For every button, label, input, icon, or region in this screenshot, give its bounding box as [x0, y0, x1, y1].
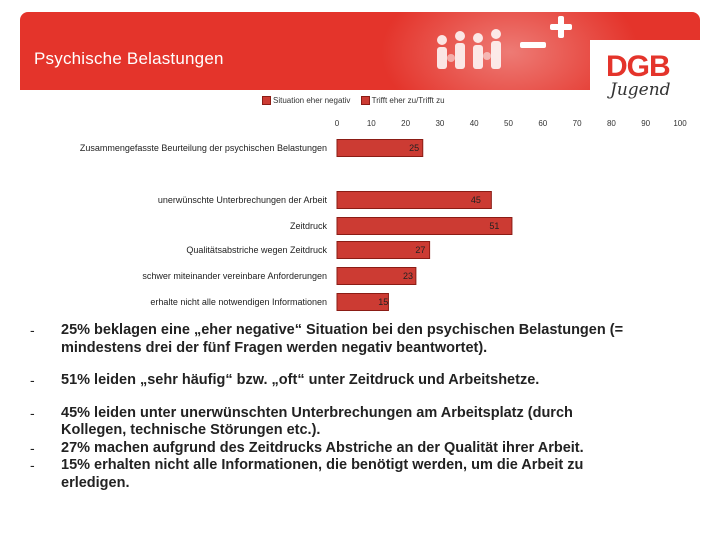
x-tick-label: 60	[538, 119, 547, 128]
dgb-jugend-logo: DGB Jugend	[590, 40, 700, 110]
data-label: 45	[471, 195, 481, 205]
bullet-dash: -	[30, 439, 35, 456]
bullet-line: erledigen.	[61, 474, 130, 491]
bullet-text: 51% leiden „sehr häufig“ bzw. „oft“ unte…	[61, 372, 700, 390]
x-tick-label: 0	[335, 119, 340, 128]
legend-label: Situation eher negativ	[273, 96, 351, 105]
bullet-text: 27% machen aufgrund des Zeitdrucks Abstr…	[61, 440, 700, 458]
legend-swatch	[360, 96, 370, 106]
x-tick-label: 50	[504, 119, 513, 128]
legend-swatch	[262, 96, 271, 106]
bullet-text: 15% erhalten nicht alle Informationen, d…	[61, 457, 700, 492]
data-label: 27	[415, 245, 425, 255]
data-label: 15	[378, 297, 388, 307]
bullet-line: 51% leiden „sehr häufig“ bzw. „oft“ unte…	[61, 372, 540, 388]
bullet-line: Kollegen, technische Störungen etc.).	[61, 422, 321, 438]
category-label: unerwünschte Unterbrechungen der Arbeit	[158, 195, 328, 205]
bullet-line: 45% leiden unter unerwünschten Unterbrec…	[61, 404, 573, 421]
x-tick-label: 100	[673, 119, 687, 128]
bar	[336, 139, 424, 157]
bullet-line: 25% beklagen eine „eher negative“ Situat…	[61, 322, 624, 338]
legend-item-trifft-zu: Trifft eher zu/Trifft zu	[360, 96, 445, 106]
bullet-item: - 25% beklagen eine „eher negative“ Situa…	[30, 322, 700, 357]
bullet-item: - 45% leiden unter unerwünschten Unterbre…	[30, 405, 700, 440]
bar	[336, 241, 431, 259]
legend-item-negative: Situation eher negativ	[262, 96, 351, 106]
x-tick-label: 40	[470, 119, 479, 128]
plus-icon	[550, 16, 572, 38]
data-label: 23	[403, 271, 413, 281]
bullet-text: 45% leiden unter unerwünschten Unterbrec…	[61, 405, 700, 440]
data-label: 51	[489, 221, 499, 231]
x-tick-label: 90	[641, 119, 650, 128]
data-label: 25	[409, 143, 419, 153]
category-label: schwer miteinander vereinbare Anforderun…	[142, 271, 327, 281]
x-tick-label: 80	[607, 119, 616, 128]
bullet-dash: -	[30, 372, 35, 388]
x-tick-label: 10	[367, 119, 376, 128]
people-icon	[437, 29, 501, 69]
legend-label: Trifft eher zu/Trifft zu	[371, 96, 445, 105]
bullet-dash: -	[30, 322, 35, 338]
logo-subtext: Jugend	[610, 80, 671, 100]
bullet-text: 25% beklagen eine „eher negative“ Situat…	[61, 322, 700, 357]
bullet-line: 15% erhalten nicht alle Informationen, d…	[61, 457, 584, 473]
bullet-line: mindestens drei der fünf Fragen werden n…	[61, 339, 488, 356]
bullet-item: - 51% leiden „sehr häufig“ bzw. „oft“ unt…	[30, 372, 700, 390]
bullet-line: 27% machen aufgrund des Zeitdrucks Abstr…	[61, 439, 584, 456]
slide-title: Psychische Belastungen	[34, 49, 224, 68]
minus-icon	[520, 42, 546, 48]
bullet-dash: -	[30, 457, 35, 473]
x-tick-label: 70	[573, 119, 582, 128]
category-label: Zeitdruck	[290, 221, 328, 231]
category-label: Qualitätsabstriche wegen Zeitdruck	[186, 245, 327, 255]
bar	[336, 191, 492, 209]
bar	[336, 217, 513, 235]
bullet-list: - 25% beklagen eine „eher negative“ Situa…	[30, 322, 700, 492]
x-tick-label: 30	[435, 119, 444, 128]
bullet-item: - 27% machen aufgrund des Zeitdrucks Abst…	[30, 440, 700, 458]
category-label: Zusammengefasste Beurteilung der psychis…	[80, 143, 327, 153]
x-tick-label: 20	[401, 119, 410, 128]
chart-legend: Situation eher negativ Trifft eher zu/Tr…	[262, 96, 453, 106]
category-label: erhalte nicht alle notwendigen Informati…	[150, 297, 327, 307]
bar	[336, 267, 417, 285]
bullet-dash: -	[30, 404, 35, 421]
logo-text: DGB	[606, 50, 671, 83]
bullet-item: - 15% erhalten nicht alle Informationen, …	[30, 457, 700, 492]
bar-chart: 0 10 20 30 40 50 60 70 80 90 100 Zusammengefasste B…	[80, 119, 687, 311]
bar	[336, 293, 389, 311]
